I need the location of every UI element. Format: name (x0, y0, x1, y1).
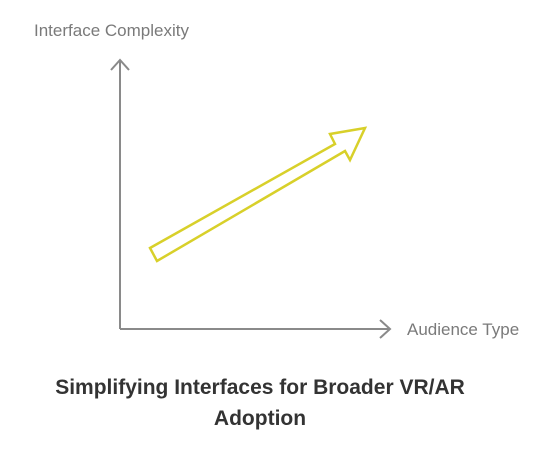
trend-arrow-icon (148, 126, 368, 263)
y-axis-arrowhead (110, 58, 130, 71)
diagram-title-line-1: Simplifying Interfaces for Broader VR/AR (55, 376, 465, 399)
x-axis-label: Audience Type (407, 320, 519, 339)
x-axis-arrowhead (379, 319, 392, 339)
diagram-title: Simplifying Interfaces for Broader VR/AR… (0, 372, 520, 434)
diagram-title-line-2: Adoption (213, 407, 307, 430)
y-axis-label: Interface Complexity (34, 21, 189, 40)
